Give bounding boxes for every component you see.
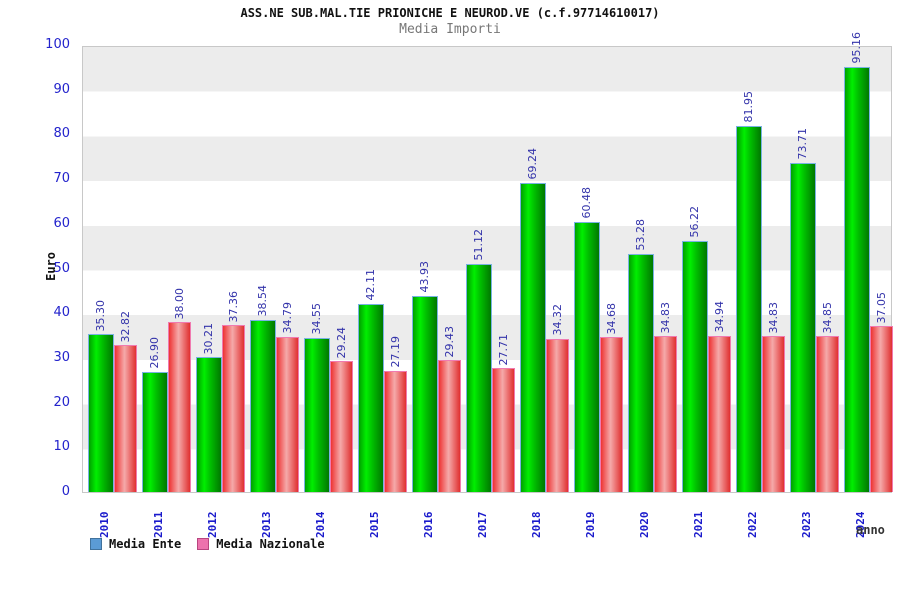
bar-media-nazionale-2012 [222,325,245,492]
bar-media-nazionale-2017 [492,368,515,492]
value-label-media-ente-2023: 73.71 [796,128,809,160]
value-label-media-nazionale-2017: 27.71 [496,333,510,366]
bar-media-nazionale-2021 [708,335,731,492]
bar-media-ente-2014 [304,337,330,492]
bar-media-nazionale-2019 [600,337,623,492]
x-tick-2014: 2014 [314,511,327,539]
bar-media-ente-2017 [466,263,492,492]
bar-media-ente-2018 [520,182,546,492]
value-label-media-nazionale-2012: 37.36 [226,290,240,323]
value-label-media-ente-2011: 26.90 [148,337,161,369]
y-tick-90: 90 [53,81,70,97]
value-label-media-nazionale-2024: 37.05 [874,291,888,324]
chart-subtitle: Media Importi [399,22,501,37]
value-label-media-nazionale-2015: 27.19 [388,336,402,368]
value-label-media-nazionale-2022: 34.83 [766,301,780,334]
chart-title: ASS.NE SUB.MAL.TIE PRIONICHE E NEUROD.VE… [240,6,660,20]
y-tick-20: 20 [53,394,70,410]
y-tick-50: 50 [53,260,70,276]
y-tick-70: 70 [53,171,70,187]
bar-media-nazionale-2024 [870,326,893,492]
y-tick-40: 40 [53,305,70,321]
bar-media-ente-2012 [196,357,222,492]
bar-media-ente-2021 [682,240,708,492]
bar-media-nazionale-2018 [546,338,569,492]
bar-media-nazionale-2015 [384,370,407,492]
x-tick-2022: 2022 [746,511,759,539]
value-label-media-ente-2016: 43.93 [418,261,431,293]
bar-media-nazionale-2014 [330,361,353,492]
value-label-media-nazionale-2020: 34.83 [658,301,672,334]
value-label-media-ente-2012: 30.21 [202,322,215,355]
legend-swatch-media-nazionale [197,538,210,550]
x-tick-2015: 2015 [368,511,381,539]
bar-media-ente-2013 [250,319,276,492]
value-label-media-nazionale-2014: 29.24 [334,326,348,359]
legend: Media Ente Media Nazionale [90,537,325,551]
value-label-media-ente-2018: 69.24 [526,148,539,180]
y-axis: 0 10 20 30 40 50 60 70 80 90 100 [26,37,70,499]
x-tick-2013: 2013 [260,511,273,539]
x-tick-2023: 2023 [800,511,813,539]
value-label-media-ente-2019: 60.48 [580,187,593,219]
legend-label-media-ente: Media Ente [109,537,182,551]
value-label-media-ente-2024: 95.16 [850,32,863,64]
value-label-media-nazionale-2019: 34.68 [604,302,618,335]
value-label-media-ente-2020: 53.28 [634,219,647,251]
value-label-media-nazionale-2023: 34.85 [820,301,834,334]
bar-media-nazionale-2011 [168,322,191,492]
bar-media-ente-2020 [628,253,654,492]
bar-media-ente-2023 [790,162,816,492]
value-label-media-nazionale-2010: 32.82 [118,310,132,343]
value-label-media-ente-2022: 81.95 [742,91,755,123]
value-label-media-nazionale-2013: 34.79 [280,302,294,334]
bar-media-ente-2011 [142,371,168,492]
bar-media-nazionale-2010 [114,345,137,492]
bar-media-nazionale-2016 [438,360,461,492]
bar-media-nazionale-2022 [762,336,785,492]
bar-media-ente-2016 [412,295,438,492]
x-tick-2017: 2017 [476,511,489,539]
x-tick-2018: 2018 [530,511,543,539]
y-tick-0: 0 [61,484,70,499]
plot-area: 35.30 32.82 26.90 38.00 30.21 37.36 38.54 34.79… [82,32,893,493]
x-tick-2019: 2019 [584,511,597,539]
value-label-media-nazionale-2018: 34.32 [550,304,564,336]
legend-label-media-nazionale: Media Nazionale [216,537,325,551]
x-tick-2021: 2021 [692,511,705,539]
x-tick-2020: 2020 [638,511,651,539]
value-label-media-nazionale-2011: 38.00 [172,287,186,320]
bar-media-nazionale-2013 [276,336,299,492]
bar-media-ente-2015 [358,303,384,492]
y-tick-80: 80 [53,126,70,142]
value-label-media-ente-2010: 35.30 [94,299,107,332]
value-label-media-ente-2014: 34.55 [310,303,323,335]
value-label-media-ente-2015: 42.11 [364,269,377,301]
x-tick-2016: 2016 [422,511,435,539]
x-tick-2012: 2012 [206,511,219,539]
bar-media-nazionale-2020 [654,336,677,492]
x-axis-label: anno [856,523,885,537]
bar-media-ente-2019 [574,221,600,492]
value-label-media-nazionale-2021: 34.94 [712,301,726,333]
value-label-media-ente-2021: 56.22 [688,206,701,238]
legend-item-media-nazionale: Media Nazionale [197,537,325,551]
bar-media-nazionale-2023 [816,336,839,492]
value-label-media-ente-2017: 51.12 [472,229,485,261]
y-axis-label: Euro [44,252,58,281]
y-tick-100: 100 [45,37,70,52]
x-axis: 2010 2011 2012 2013 2014 2015 2016 2017 2018 2019… [82,498,892,542]
bar-media-ente-2010 [88,334,114,492]
legend-item-media-ente: Media Ente [90,537,181,551]
value-label-media-nazionale-2016: 29.43 [442,325,456,358]
value-label-media-ente-2013: 38.54 [256,285,269,317]
y-tick-60: 60 [53,215,70,231]
bar-media-ente-2022 [736,125,762,492]
y-tick-30: 30 [53,349,70,365]
bar-media-ente-2024 [844,66,870,492]
legend-swatch-media-ente [90,538,102,550]
x-tick-2010: 2010 [98,511,111,539]
x-tick-2011: 2011 [152,511,165,539]
y-tick-10: 10 [53,439,70,455]
